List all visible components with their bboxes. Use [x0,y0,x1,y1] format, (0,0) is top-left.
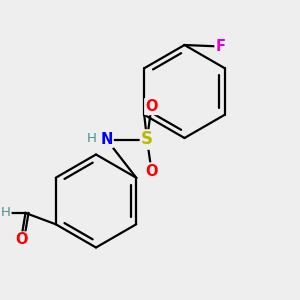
Text: H: H [1,206,11,220]
Text: O: O [145,99,158,114]
Text: H: H [87,132,97,145]
Text: N: N [100,132,113,147]
Text: S: S [141,130,153,148]
Text: O: O [145,164,158,178]
Text: F: F [215,39,226,54]
Text: O: O [15,232,27,247]
